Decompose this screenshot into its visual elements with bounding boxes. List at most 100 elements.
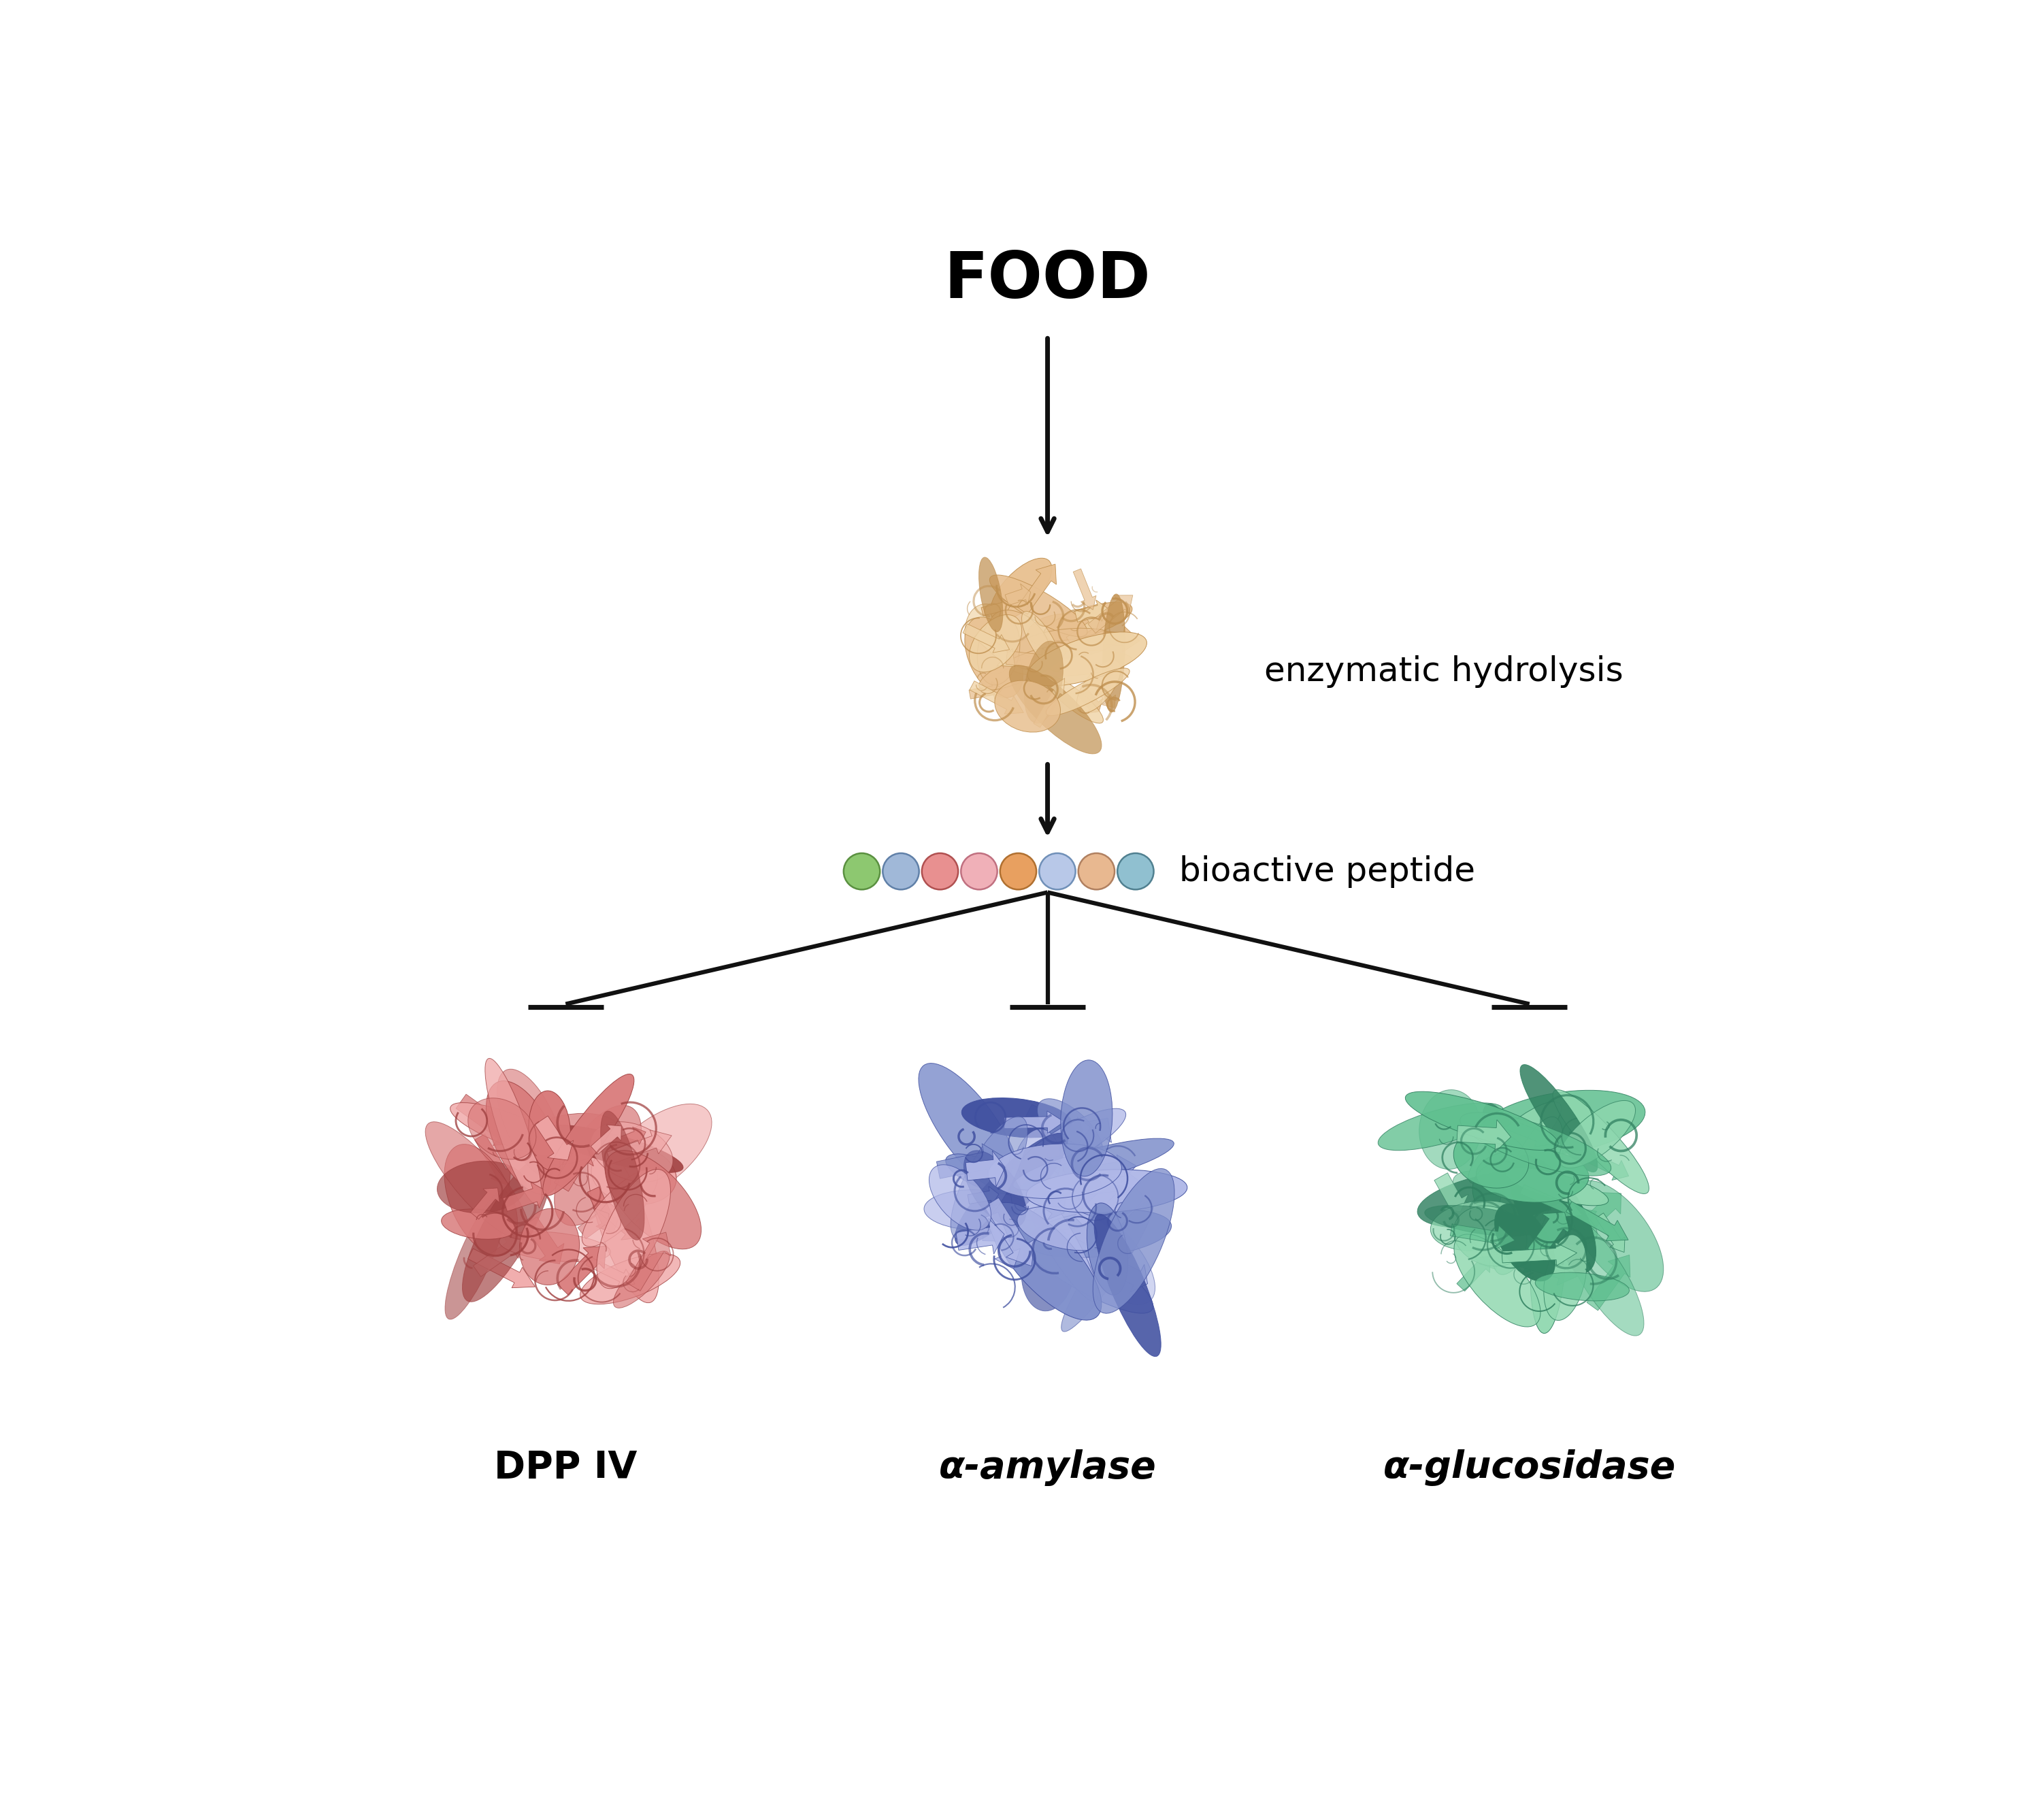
Polygon shape — [554, 1146, 593, 1192]
Ellipse shape — [589, 1143, 658, 1302]
Circle shape — [1000, 853, 1036, 889]
Ellipse shape — [1508, 1156, 1596, 1273]
Polygon shape — [1024, 1105, 1085, 1150]
Ellipse shape — [1059, 1139, 1106, 1217]
Ellipse shape — [486, 1081, 560, 1194]
Polygon shape — [1578, 1192, 1621, 1234]
Polygon shape — [985, 1212, 1020, 1268]
Ellipse shape — [1008, 1219, 1153, 1313]
Polygon shape — [1527, 1212, 1570, 1259]
Polygon shape — [1077, 688, 1104, 713]
Ellipse shape — [1022, 611, 1061, 671]
Ellipse shape — [1036, 1099, 1104, 1161]
Ellipse shape — [991, 1203, 1102, 1321]
Ellipse shape — [1094, 1214, 1161, 1357]
Ellipse shape — [1416, 1170, 1572, 1228]
Polygon shape — [1032, 1186, 1065, 1219]
Ellipse shape — [961, 1097, 1071, 1137]
Ellipse shape — [444, 1145, 517, 1255]
Polygon shape — [1584, 1150, 1629, 1181]
Ellipse shape — [965, 604, 1016, 673]
Ellipse shape — [446, 1190, 509, 1319]
Ellipse shape — [462, 1156, 552, 1302]
Ellipse shape — [468, 1097, 536, 1159]
Ellipse shape — [955, 1134, 1067, 1246]
Polygon shape — [1521, 1185, 1582, 1217]
Ellipse shape — [591, 1145, 677, 1204]
Ellipse shape — [1020, 1175, 1098, 1302]
Ellipse shape — [484, 1058, 542, 1204]
Ellipse shape — [499, 1232, 611, 1263]
Ellipse shape — [1543, 1235, 1586, 1321]
Ellipse shape — [1026, 1170, 1188, 1214]
Ellipse shape — [554, 1105, 642, 1226]
Ellipse shape — [1472, 1161, 1547, 1228]
Ellipse shape — [544, 1125, 683, 1172]
Polygon shape — [1087, 1170, 1141, 1197]
Ellipse shape — [1478, 1090, 1645, 1156]
Ellipse shape — [1094, 1168, 1175, 1313]
Ellipse shape — [1562, 1215, 1643, 1335]
Polygon shape — [599, 1201, 640, 1239]
Polygon shape — [1008, 1152, 1044, 1181]
Polygon shape — [625, 1232, 670, 1292]
Polygon shape — [1457, 1257, 1490, 1292]
Polygon shape — [1065, 1117, 1112, 1174]
Ellipse shape — [1061, 1059, 1112, 1175]
Ellipse shape — [1560, 1101, 1635, 1168]
Ellipse shape — [918, 1063, 1020, 1194]
Ellipse shape — [529, 1090, 570, 1170]
Polygon shape — [1004, 1110, 1065, 1134]
Text: DPP IV: DPP IV — [495, 1449, 638, 1486]
Ellipse shape — [1531, 1190, 1566, 1333]
Ellipse shape — [1535, 1272, 1629, 1301]
Ellipse shape — [1378, 1103, 1504, 1150]
Polygon shape — [1541, 1195, 1574, 1243]
Ellipse shape — [601, 1105, 711, 1201]
Polygon shape — [468, 1248, 536, 1288]
Ellipse shape — [1476, 1148, 1588, 1203]
Polygon shape — [1502, 1243, 1576, 1266]
Polygon shape — [985, 1197, 1034, 1266]
Ellipse shape — [1012, 649, 1132, 677]
Polygon shape — [1073, 1170, 1130, 1226]
Ellipse shape — [1406, 1092, 1558, 1150]
Polygon shape — [1106, 1257, 1147, 1292]
Ellipse shape — [987, 1145, 1122, 1199]
Ellipse shape — [979, 646, 1065, 689]
Text: enzymatic hydrolysis: enzymatic hydrolysis — [1263, 655, 1623, 688]
Polygon shape — [1087, 595, 1132, 633]
Ellipse shape — [1018, 1206, 1112, 1250]
Polygon shape — [1073, 1156, 1136, 1183]
Ellipse shape — [583, 1168, 658, 1246]
Circle shape — [1079, 853, 1114, 889]
Circle shape — [1038, 853, 1075, 889]
Ellipse shape — [1032, 1185, 1143, 1230]
Ellipse shape — [1077, 660, 1120, 713]
Ellipse shape — [1570, 1181, 1664, 1292]
Polygon shape — [470, 1188, 499, 1219]
Circle shape — [961, 853, 997, 889]
Polygon shape — [1517, 1252, 1578, 1286]
Polygon shape — [536, 1116, 574, 1161]
Circle shape — [883, 853, 920, 889]
Polygon shape — [1488, 1239, 1543, 1273]
Ellipse shape — [924, 1190, 1028, 1230]
Ellipse shape — [1026, 1210, 1171, 1257]
Ellipse shape — [1010, 1128, 1063, 1228]
Ellipse shape — [979, 557, 1004, 631]
Ellipse shape — [1051, 1199, 1155, 1304]
Ellipse shape — [1419, 1090, 1482, 1170]
Ellipse shape — [950, 1116, 1028, 1239]
Ellipse shape — [513, 1114, 619, 1165]
Ellipse shape — [605, 1150, 701, 1250]
Ellipse shape — [1553, 1090, 1650, 1194]
Polygon shape — [587, 1257, 636, 1286]
Polygon shape — [969, 680, 1024, 715]
Polygon shape — [609, 1126, 646, 1150]
Text: α-amylase: α-amylase — [938, 1449, 1157, 1486]
Polygon shape — [1034, 678, 1065, 727]
Polygon shape — [1566, 1201, 1629, 1241]
Ellipse shape — [1521, 1065, 1598, 1172]
Polygon shape — [456, 1094, 519, 1145]
